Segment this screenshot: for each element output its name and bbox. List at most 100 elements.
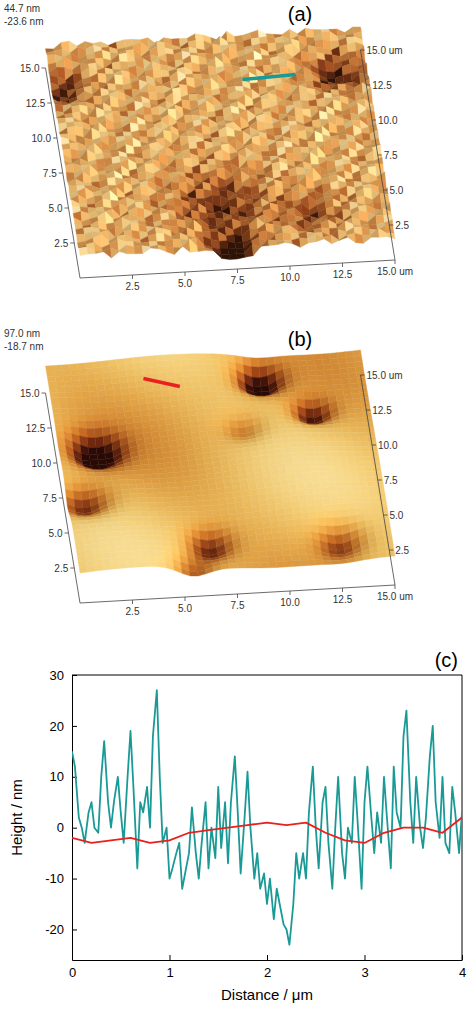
surface-cell <box>334 110 343 116</box>
surface-cell <box>142 148 151 158</box>
surface-cell <box>185 387 194 393</box>
surface-cell <box>192 164 201 173</box>
surface-cell <box>84 408 93 414</box>
tick <box>342 263 343 267</box>
surface-cell <box>134 369 143 376</box>
surface-cell <box>356 188 365 197</box>
surface-cell <box>328 82 337 85</box>
surface-cell <box>308 234 317 243</box>
tick-label: 2.5 <box>54 238 68 249</box>
surface-cell <box>57 387 66 393</box>
surface-cell <box>276 240 285 244</box>
surface-cell <box>289 175 298 184</box>
surface-cell <box>306 176 315 189</box>
surface-cell <box>210 397 219 403</box>
surface-cell <box>56 57 65 68</box>
surface-cell <box>56 112 65 118</box>
surface-cell <box>142 96 151 102</box>
tick <box>378 155 382 156</box>
surface-cell <box>175 377 184 383</box>
surface-cell <box>297 125 306 131</box>
surface-cell <box>107 401 116 407</box>
surface-cell <box>261 48 270 56</box>
surface-cell <box>340 373 349 379</box>
surface-cell <box>294 381 303 387</box>
surface-cell <box>158 372 167 379</box>
tick <box>361 50 365 51</box>
surface-cell <box>197 246 206 251</box>
surface-cell <box>194 220 203 232</box>
surface-cell <box>248 167 257 175</box>
surface-cell <box>180 359 189 365</box>
surface-cell <box>338 230 347 241</box>
surface-cell <box>315 365 324 371</box>
surface-cell <box>224 386 233 391</box>
surface-cell <box>287 387 296 392</box>
surface-cell <box>148 234 157 242</box>
surface-cell <box>253 143 262 152</box>
surface-cell <box>260 145 269 151</box>
surface-cell <box>226 78 235 84</box>
surface-cell <box>71 200 80 207</box>
surface-cell <box>80 60 89 65</box>
surface-cell <box>112 383 121 390</box>
surface-cell <box>76 409 85 415</box>
surface-cell <box>121 166 130 177</box>
surface-cell <box>102 191 111 201</box>
surface-cell <box>148 83 157 92</box>
surface-cell <box>95 379 104 385</box>
surface-cell <box>188 189 197 198</box>
surface-cell <box>343 389 352 395</box>
surface-cell <box>155 402 164 409</box>
surface-cell <box>79 204 88 208</box>
tick-label: 7.5 <box>43 168 57 179</box>
surface-cell <box>233 392 242 397</box>
surface-cell <box>78 195 87 204</box>
surface-cell <box>55 376 64 382</box>
surface-cell <box>197 49 206 54</box>
surface-cell <box>227 241 236 249</box>
surface-cell <box>337 352 346 358</box>
surface-cell <box>156 355 165 361</box>
surface-cell <box>318 380 327 386</box>
surface-cell <box>80 159 89 166</box>
surface-cell <box>65 164 74 173</box>
surface-cell <box>134 50 143 59</box>
surface-cell <box>162 395 171 402</box>
surface-cell <box>209 169 218 177</box>
tick <box>237 269 238 273</box>
surface-cell <box>189 142 198 149</box>
surface-cell <box>178 399 187 406</box>
surface-cell <box>215 57 224 68</box>
surface-cell <box>258 358 267 367</box>
surface-cell <box>197 148 206 157</box>
surface-cell <box>122 123 131 132</box>
surface-cell <box>88 107 97 118</box>
surface-cell <box>113 389 122 396</box>
surface-cell <box>331 364 340 370</box>
surface-cell <box>187 354 196 360</box>
surface-cell <box>218 177 227 188</box>
surface-cell <box>92 408 101 414</box>
surface-cell <box>302 381 311 387</box>
surface-cell <box>184 382 193 388</box>
surface-cell <box>371 228 380 237</box>
surface-cell <box>211 354 220 360</box>
surface-cell <box>119 53 128 62</box>
surface-cell <box>209 391 218 397</box>
surface-cell <box>302 103 311 109</box>
tick <box>70 243 74 244</box>
surface-cell <box>211 78 220 90</box>
surface-cell <box>297 73 306 82</box>
surface-cell <box>346 362 355 368</box>
surface-cell <box>271 209 280 221</box>
surface-cell <box>361 173 370 183</box>
surface-cell <box>112 62 121 70</box>
surface-cell <box>172 233 181 239</box>
surface-cell <box>105 68 114 74</box>
surface-cell <box>274 127 283 136</box>
surface-cell <box>55 104 64 112</box>
surface-cell <box>174 51 183 60</box>
surface-cell <box>114 395 123 401</box>
tick <box>185 272 186 276</box>
